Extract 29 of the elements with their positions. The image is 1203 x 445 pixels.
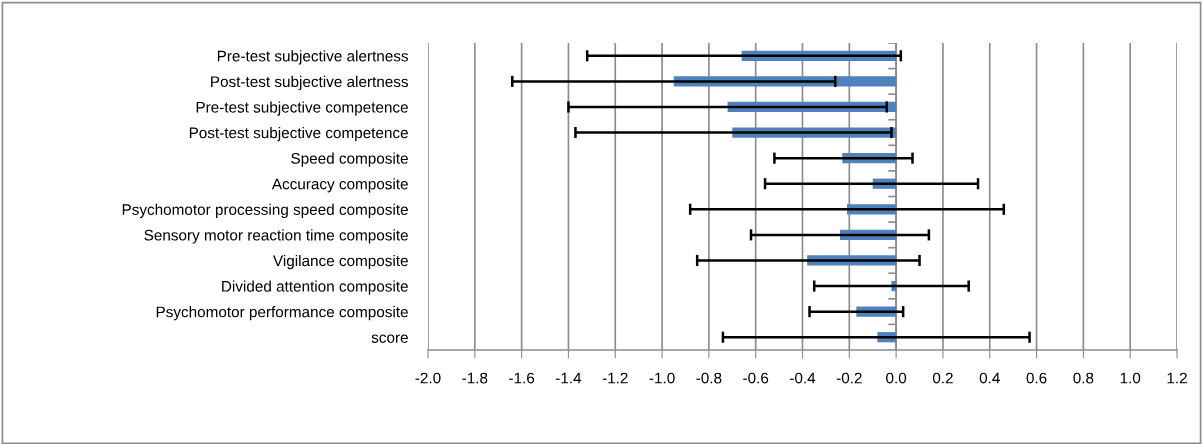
- x-tick-label: -0.6: [743, 372, 769, 384]
- y-tick-label: Psychomotor performance composite: [156, 306, 408, 321]
- x-tick-label: -1.4: [555, 372, 582, 384]
- x-tick-label: -0.2: [836, 372, 862, 384]
- x-tick-label: -1.6: [509, 372, 535, 384]
- x-tick-label: 1.0: [1120, 372, 1141, 384]
- y-tick-label: Divided attention composite: [222, 280, 408, 295]
- x-tick-label: 0.4: [979, 372, 1000, 384]
- x-tick-label: -1.8: [462, 372, 488, 384]
- x-tick-label: -0.4: [790, 372, 816, 384]
- y-tick-label: Post-test subjective alertness: [211, 75, 409, 91]
- y-tick-label: Sensory motor reaction time composite: [144, 229, 408, 244]
- y-tick-label: Psychomotor processing speed composite: [122, 203, 408, 218]
- x-tick-label: 0.8: [1073, 372, 1094, 384]
- y-tick-label: Vigilance composite: [273, 254, 408, 270]
- x-tick-label: 0.6: [1026, 372, 1047, 384]
- y-tick-label: Speed composite: [291, 152, 408, 167]
- x-tick-label: -1.0: [649, 372, 675, 384]
- y-tick-label: Pre-test subjective alertness: [217, 50, 409, 65]
- x-tick-label: -1.2: [602, 372, 628, 384]
- x-tick-label: 1.2: [1167, 372, 1187, 384]
- y-tick-label: Accuracy composite: [271, 178, 408, 193]
- x-tick-label: 0.2: [932, 372, 953, 384]
- x-tick-label: -2.0: [415, 372, 441, 384]
- x-tick-label: 0.0: [886, 372, 907, 384]
- x-tick-label: -0.8: [696, 372, 722, 384]
- y-tick-label: Pre-test subjective competence: [196, 101, 408, 116]
- y-tick-label: Post-test subjective competence: [189, 127, 408, 142]
- y-tick-label: score: [371, 334, 408, 343]
